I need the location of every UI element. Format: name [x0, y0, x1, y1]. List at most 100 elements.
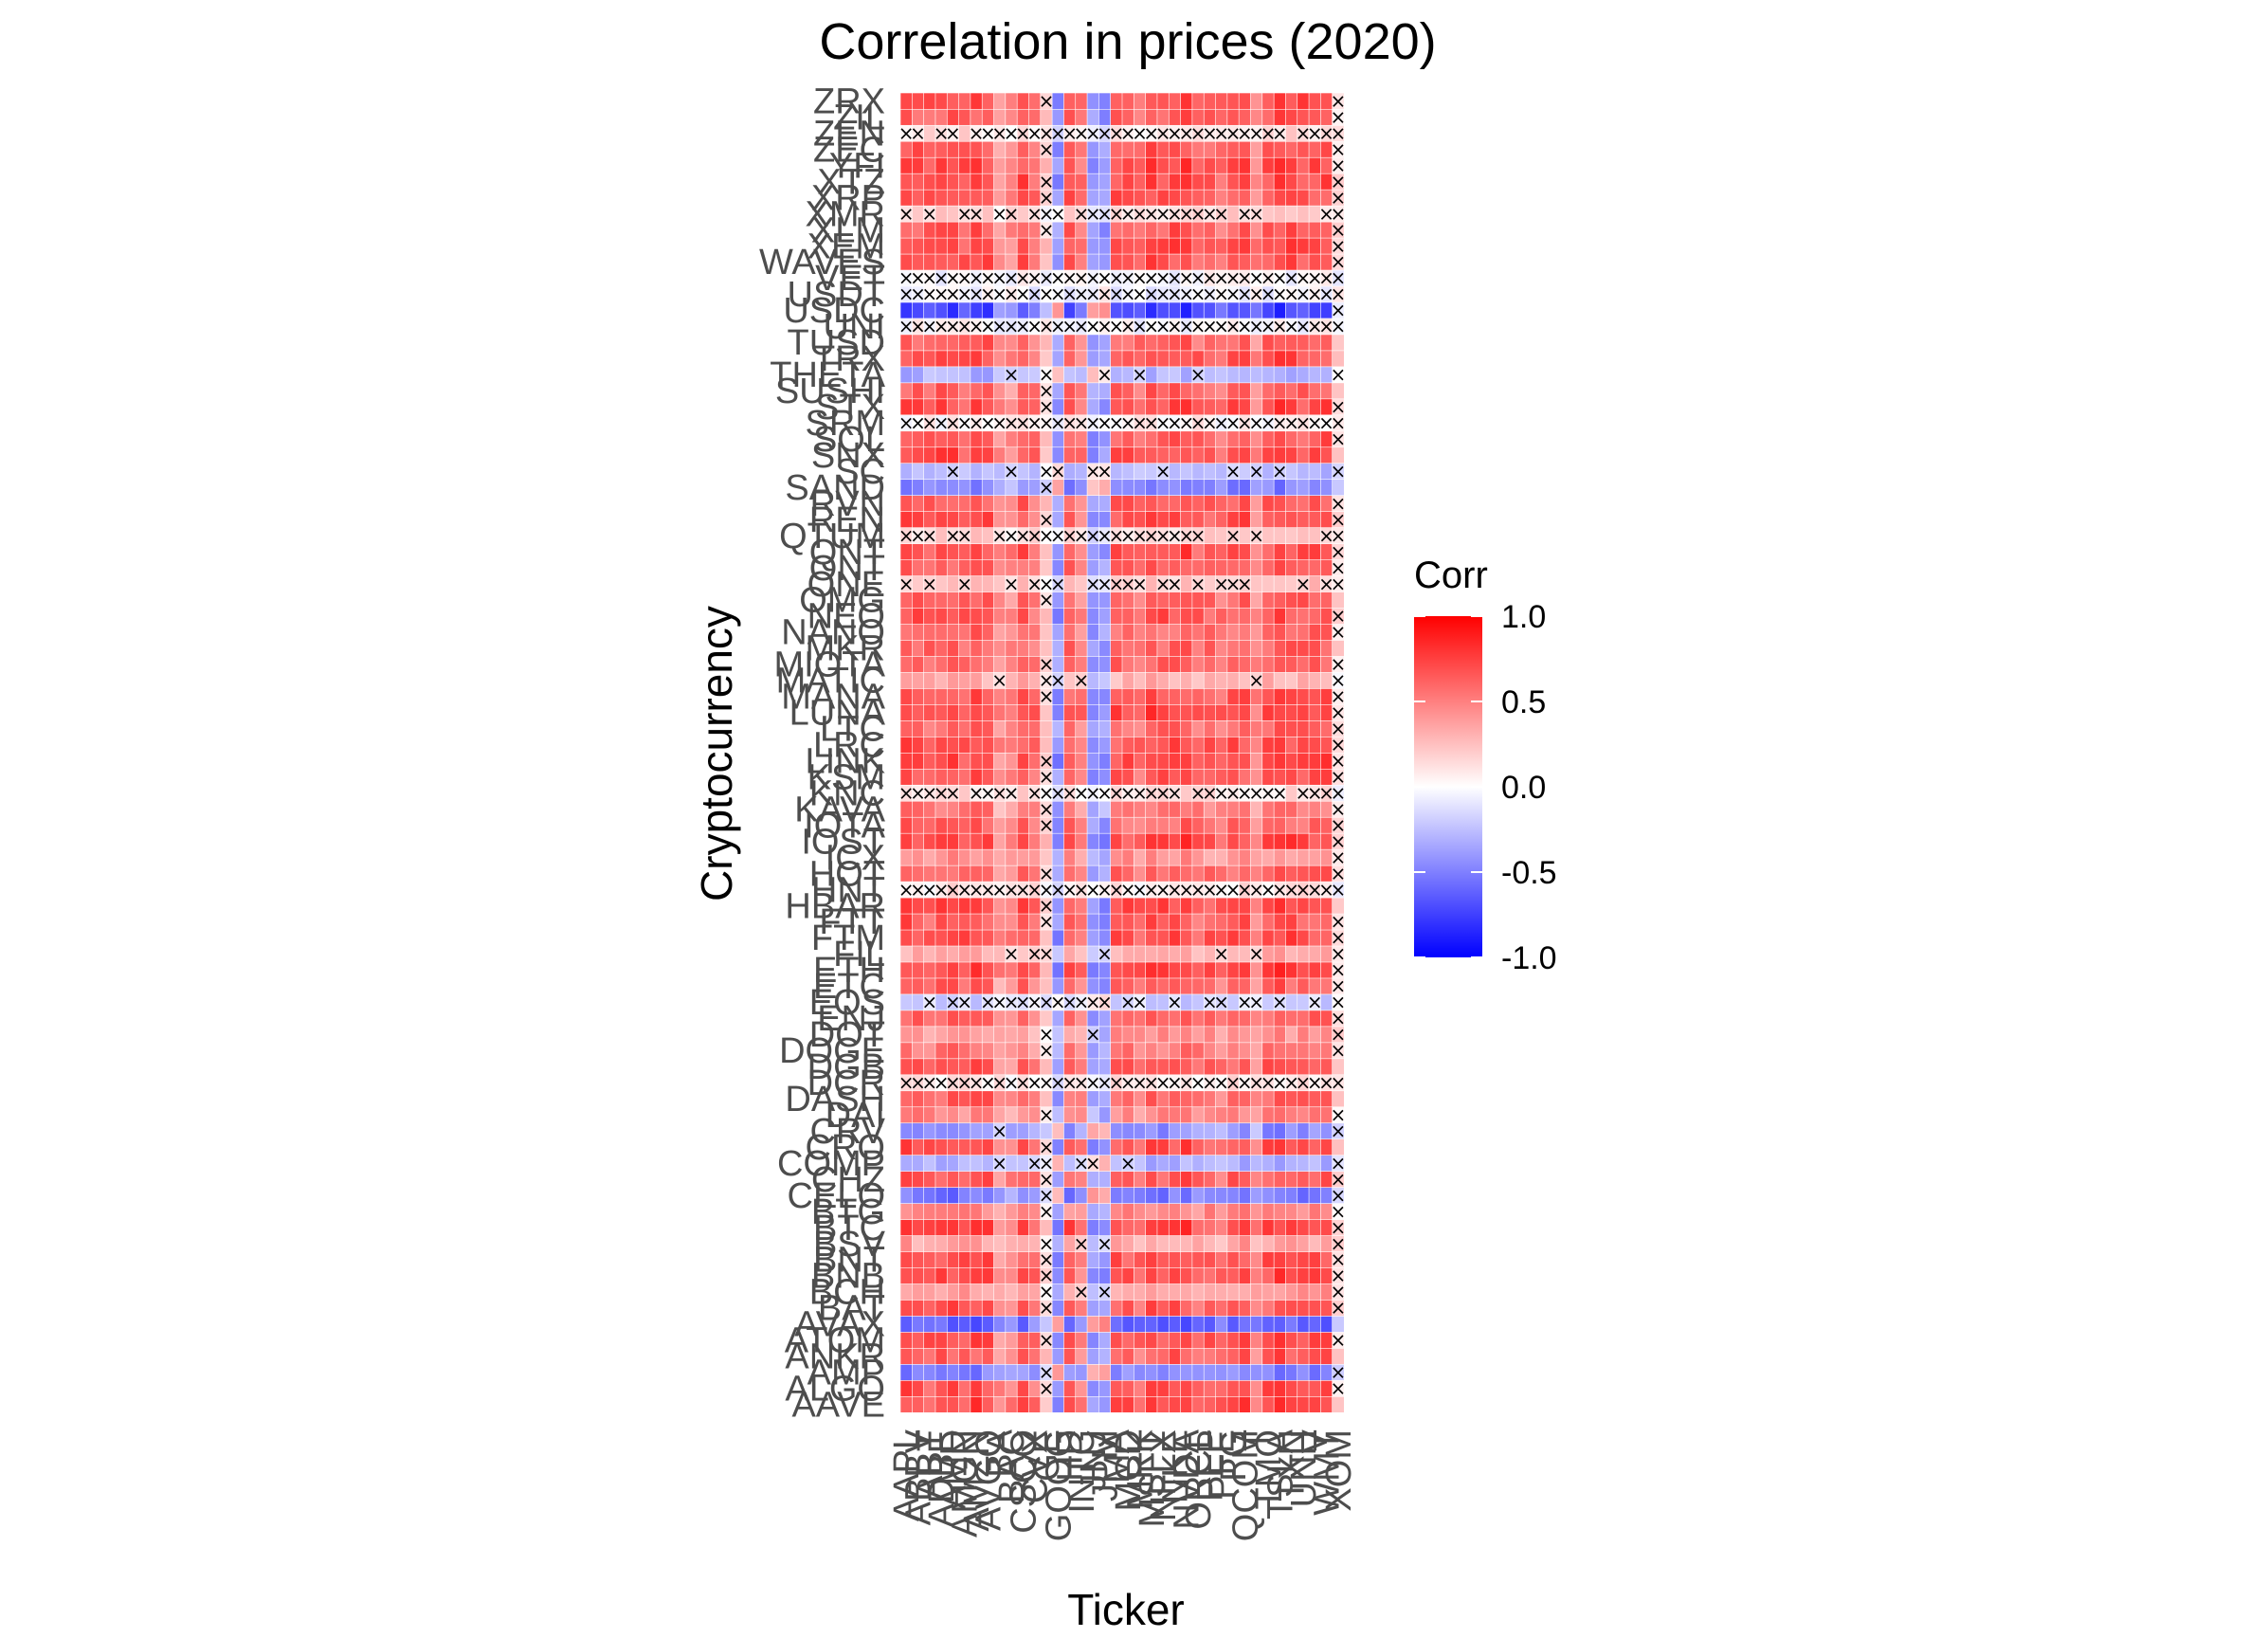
heatmap-cell	[1145, 1331, 1158, 1349]
heatmap-cell	[958, 350, 971, 368]
heatmap-cell	[1308, 832, 1321, 850]
heatmap-cell	[1250, 1218, 1263, 1236]
heatmap-cell	[1308, 703, 1321, 721]
significance-mark: ×	[1120, 1152, 1136, 1174]
heatmap-cell	[958, 639, 971, 657]
heatmap-cell	[1121, 687, 1134, 705]
heatmap-cell	[1250, 703, 1263, 721]
heatmap-cell	[958, 1218, 971, 1236]
heatmap-cell	[1261, 1379, 1275, 1397]
heatmap-cell	[1145, 816, 1158, 834]
heatmap-cell	[946, 671, 960, 689]
heatmap-cell	[1121, 848, 1134, 866]
heatmap-cell	[1285, 945, 1298, 963]
heatmap-cell	[923, 382, 936, 400]
heatmap-cell	[1134, 752, 1147, 770]
heatmap-cell	[970, 1395, 983, 1413]
heatmap-cell	[1261, 1026, 1275, 1044]
heatmap-cell	[934, 623, 948, 641]
significance-mark: ×	[1039, 653, 1055, 676]
heatmap-cell	[958, 687, 971, 705]
heatmap-cell	[1145, 848, 1158, 866]
heatmap-cell	[912, 495, 925, 512]
heatmap-cell	[899, 687, 913, 705]
significance-mark: ×	[1167, 991, 1183, 1013]
heatmap-cell	[923, 1250, 936, 1268]
heatmap-cell	[993, 623, 1007, 641]
heatmap-cell	[1261, 1171, 1275, 1188]
heatmap-cell	[934, 1234, 948, 1252]
heatmap-cell	[1285, 607, 1298, 625]
heatmap-cell	[1308, 1026, 1321, 1044]
heatmap-cell	[1134, 687, 1147, 705]
significance-mark: ×	[1248, 202, 1264, 225]
heatmap-cell	[912, 929, 925, 947]
heatmap-cell	[1063, 1347, 1077, 1365]
heatmap-cell	[1273, 237, 1287, 255]
heatmap-cell	[1110, 703, 1123, 721]
heatmap-cell	[1285, 1203, 1298, 1220]
heatmap-cell	[1098, 92, 1112, 110]
heatmap-cell	[981, 1283, 995, 1301]
heatmap-cell	[1308, 719, 1321, 737]
heatmap-cell	[970, 173, 983, 191]
heatmap-cell	[1156, 1331, 1170, 1349]
heatmap-cell	[923, 1266, 936, 1284]
heatmap-cell	[1297, 1315, 1310, 1333]
heatmap-cell	[1168, 1315, 1182, 1333]
heatmap-cell	[981, 1331, 995, 1349]
heatmap-cell	[981, 1266, 995, 1284]
heatmap-cell	[1145, 623, 1158, 641]
heatmap-cell	[1261, 848, 1275, 866]
heatmap-cell	[1297, 639, 1310, 657]
heatmap-cell	[1226, 848, 1240, 866]
heatmap-cell	[1285, 543, 1298, 560]
heatmap-cell	[899, 156, 913, 174]
heatmap-cell	[1156, 173, 1170, 191]
heatmap-cell	[1261, 350, 1275, 368]
heatmap-cell	[1238, 1250, 1252, 1268]
heatmap-cell	[1226, 237, 1240, 255]
heatmap-cell	[946, 1155, 960, 1172]
heatmap-cell	[934, 687, 948, 705]
heatmap-cell	[899, 816, 913, 834]
heatmap-cell	[1040, 719, 1053, 737]
heatmap-cell	[946, 1283, 960, 1301]
heatmap-cell	[1250, 607, 1263, 625]
heatmap-cell	[934, 1283, 948, 1301]
heatmap-cell	[1145, 1203, 1158, 1220]
heatmap-cell	[993, 156, 1007, 174]
significance-mark: ×	[1330, 1329, 1346, 1352]
heatmap-cell	[1285, 237, 1298, 255]
heatmap-cell	[1285, 1026, 1298, 1044]
heatmap-cell	[1250, 1026, 1263, 1044]
heatmap-cell	[1261, 1042, 1275, 1060]
heatmap-cell	[1203, 1218, 1217, 1236]
heatmap-cell	[1121, 703, 1134, 721]
heatmap-cell	[1121, 1106, 1134, 1124]
heatmap-cell	[1273, 189, 1287, 207]
heatmap-cell	[1063, 1042, 1077, 1060]
heatmap-cell	[1203, 173, 1217, 191]
heatmap-cell	[1180, 1347, 1193, 1365]
heatmap-cell	[1156, 1234, 1170, 1252]
heatmap-cell	[970, 945, 983, 963]
heatmap-cell	[1168, 736, 1182, 754]
heatmap-cell	[1238, 495, 1252, 512]
heatmap-cell	[1238, 92, 1252, 110]
heatmap-cell	[1180, 1155, 1193, 1172]
significance-mark: ×	[1074, 669, 1090, 692]
heatmap-cell	[1180, 1234, 1193, 1252]
heatmap-cell	[1134, 945, 1147, 963]
heatmap-cell	[958, 173, 971, 191]
heatmap-cell	[1226, 639, 1240, 657]
heatmap-cell	[1308, 1138, 1321, 1156]
heatmap-cell	[1285, 671, 1298, 689]
heatmap-cell	[1156, 848, 1170, 866]
heatmap-cell	[1238, 350, 1252, 368]
heatmap-cell	[1191, 703, 1205, 721]
heatmap-cell	[1016, 92, 1030, 110]
heatmap-cell	[1168, 687, 1182, 705]
heatmap-cell	[970, 1379, 983, 1397]
heatmap-cell	[1134, 1331, 1147, 1349]
